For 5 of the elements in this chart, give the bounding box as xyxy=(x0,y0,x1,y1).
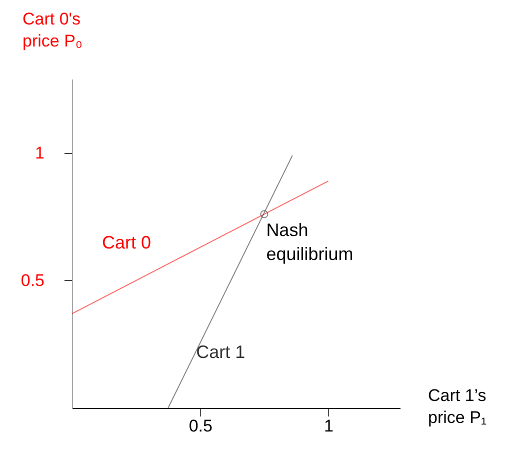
series-label: Cart 1 xyxy=(196,342,246,362)
annotation: Nash equilibrium xyxy=(266,220,354,264)
y-axis-title: Cart 0's price P₀ xyxy=(22,10,82,50)
x-axis-title: Cart 1’s price P₁ xyxy=(428,386,487,427)
series-label: Cart 0 xyxy=(102,232,152,253)
